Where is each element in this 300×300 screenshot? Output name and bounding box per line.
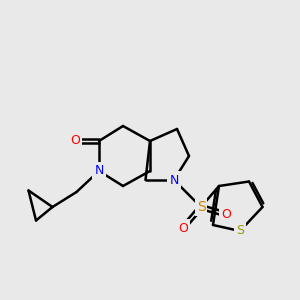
- Text: O: O: [222, 208, 231, 221]
- Text: N: N: [169, 173, 179, 187]
- Text: N: N: [94, 164, 104, 178]
- Text: S: S: [236, 224, 244, 238]
- Text: O: O: [70, 134, 80, 148]
- Text: S: S: [196, 200, 206, 214]
- Text: O: O: [178, 221, 188, 235]
